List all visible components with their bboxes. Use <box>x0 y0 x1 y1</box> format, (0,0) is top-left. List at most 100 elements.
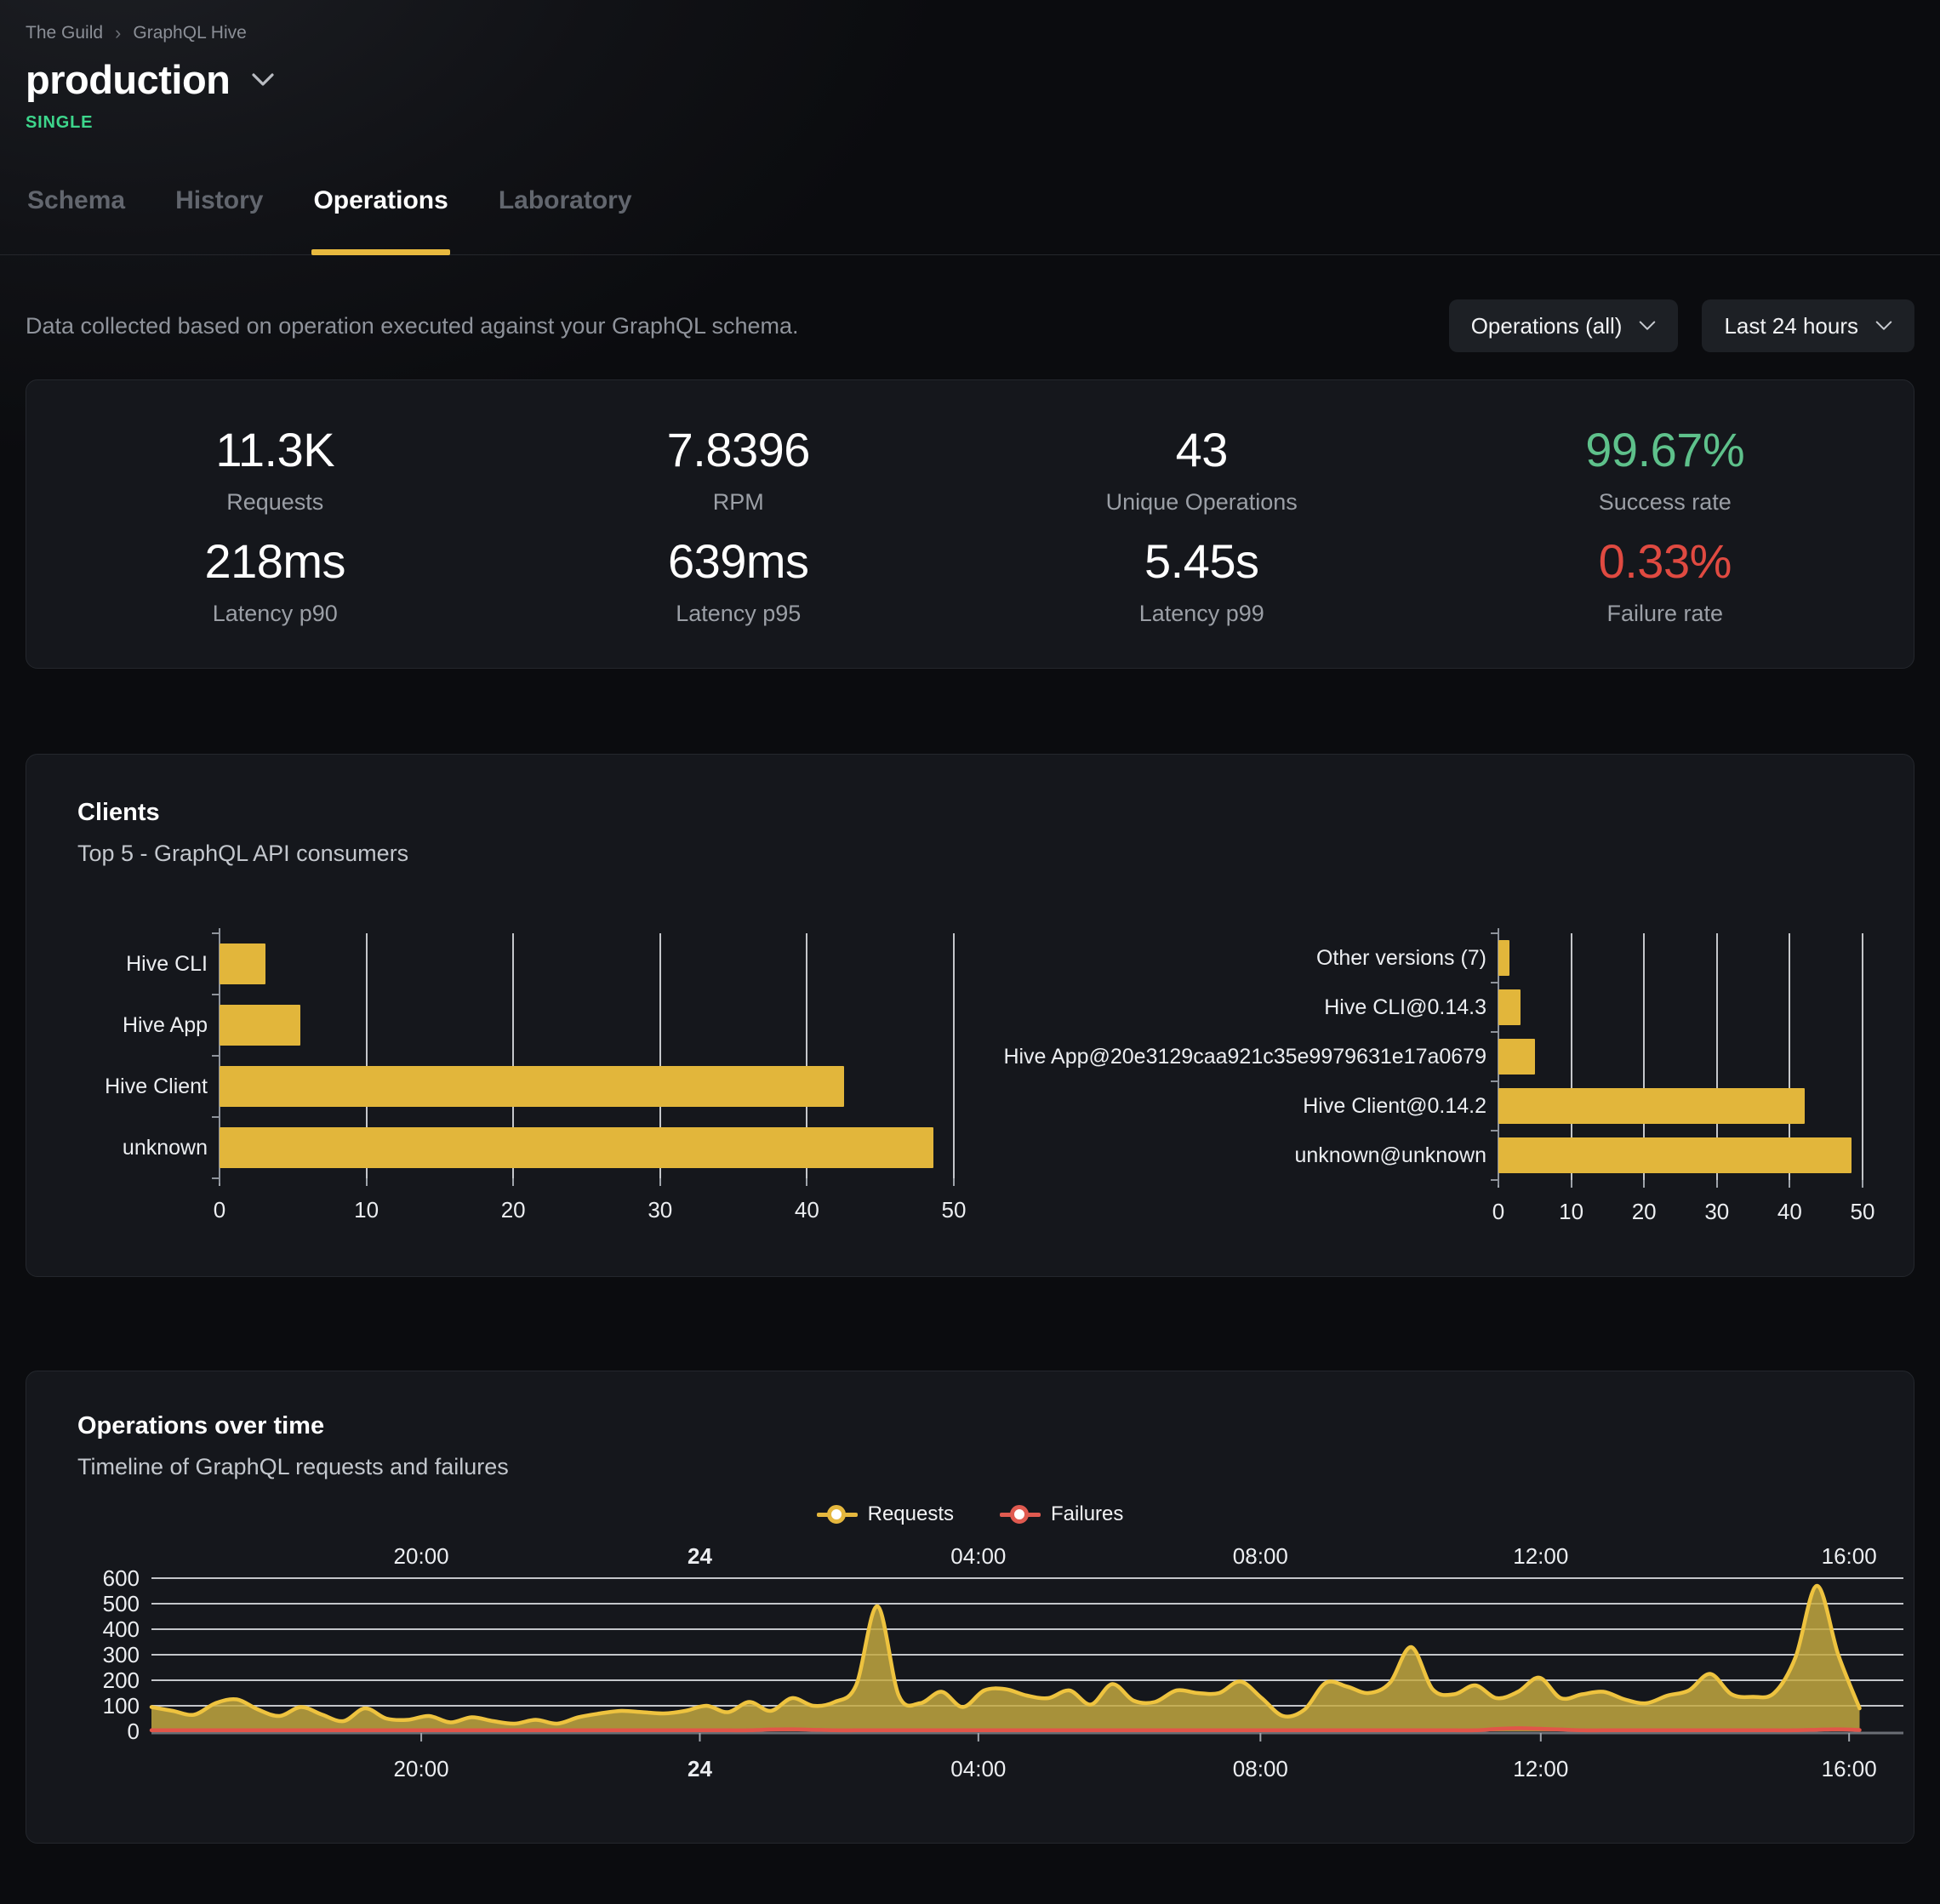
category-axis-tick <box>212 1055 219 1057</box>
x-axis-tick-label: 50 <box>1850 1199 1875 1224</box>
gridline <box>512 933 515 1178</box>
y-axis-tick-label: 400 <box>103 1616 140 1642</box>
x-axis-bottom-label: 24 <box>688 1756 712 1781</box>
stat-latency-p95: 639ms Latency p95 <box>507 524 971 636</box>
tab-bar: Schema History Operations Laboratory <box>0 180 1940 255</box>
x-axis-tick <box>806 1178 808 1186</box>
stat-label: RPM <box>712 488 764 515</box>
x-axis-tick <box>953 1178 955 1186</box>
x-axis-tick <box>1643 1180 1646 1188</box>
breadcrumb-separator-icon: › <box>115 22 122 43</box>
bar <box>1498 989 1521 1025</box>
ops-card-title: Operations over time <box>77 1412 325 1439</box>
clients-bar-chart-by-version: Other versions (7) Hive CLI@0.14.3 Hive Ap… <box>1003 928 1874 1228</box>
stat-label: Unique Operations <box>1105 488 1298 515</box>
requests-line <box>149 1583 1862 1726</box>
y-axis-tick-label: 0 <box>128 1719 140 1744</box>
category-axis-tick <box>212 932 219 934</box>
category-axis-tick <box>1491 1031 1498 1033</box>
stat-value: 218ms <box>204 533 346 588</box>
operations-timeseries-chart: 20:00 24 04:00 08:00 12:00 16:00 0 100 200 300 400… <box>26 1531 1914 1791</box>
stat-success-rate: 99.67% Success rate <box>1434 413 1897 524</box>
bar <box>220 1066 844 1107</box>
x-axis-tick <box>512 1178 515 1186</box>
bar-category-label: Hive App@20e3129caa921c35e9979631e17a067… <box>1003 1044 1486 1069</box>
x-axis-tick <box>1715 1180 1718 1188</box>
tab-label: Laboratory <box>498 186 632 214</box>
bar <box>1498 940 1509 976</box>
clients-bar-chart-by-name: Hive CLI Hive App Hive Client unknown 0 10 20 3… <box>77 928 966 1228</box>
stat-label: Latency p99 <box>1138 600 1264 626</box>
legend-item-requests[interactable]: Requests <box>816 1502 954 1526</box>
stat-label: Latency p95 <box>676 600 802 626</box>
stat-label: Success rate <box>1598 488 1732 515</box>
chevron-down-icon[interactable] <box>252 72 275 87</box>
category-axis-tick <box>1491 1080 1498 1082</box>
x-axis-tick <box>1789 1180 1791 1188</box>
bar-category-label: Hive CLI <box>126 951 208 976</box>
x-axis-tick-label: 20 <box>1631 1199 1657 1224</box>
clients-card-title: Clients <box>77 799 160 826</box>
page-title: production <box>26 57 231 102</box>
stat-value: 639ms <box>667 533 809 588</box>
x-axis-tick-label: 50 <box>941 1197 967 1223</box>
failures-line <box>149 1726 1862 1733</box>
bar-category-label: Hive Client <box>105 1074 208 1098</box>
operations-filter-dropdown[interactable]: Operations (all) <box>1448 299 1679 352</box>
x-axis-tick <box>365 1178 368 1186</box>
tab-history[interactable]: History <box>174 180 265 254</box>
bar <box>1498 1039 1535 1075</box>
clients-card-subtitle: Top 5 - GraphQL API consumers <box>77 841 409 866</box>
bar-category-label: Hive App <box>122 1012 208 1037</box>
bar <box>220 1127 933 1168</box>
timeseries-svg: 20:00 24 04:00 08:00 12:00 16:00 0100200300400… <box>103 1543 1903 1781</box>
stat-rpm: 7.8396 RPM <box>507 413 971 524</box>
tab-operations[interactable]: Operations <box>311 180 450 255</box>
bar <box>220 943 265 984</box>
stat-value: 11.3K <box>215 422 335 476</box>
gridline <box>659 933 661 1178</box>
x-axis-tick-label: 10 <box>354 1197 379 1223</box>
x-axis-top-label: 04:00 <box>950 1543 1006 1569</box>
x-axis-tick-label: 30 <box>648 1197 673 1223</box>
gridline <box>365 933 368 1178</box>
gridline <box>1715 933 1718 1180</box>
time-range-dropdown[interactable]: Last 24 hours <box>1702 299 1914 352</box>
page-header: The Guild › GraphQL Hive production SING… <box>0 0 1940 133</box>
tab-schema[interactable]: Schema <box>26 180 127 254</box>
x-axis-bottom-label: 12:00 <box>1513 1756 1568 1781</box>
x-axis-top-label: 12:00 <box>1513 1543 1568 1569</box>
x-axis-tick-label: 0 <box>1492 1199 1505 1224</box>
target-type-badge: SINGLE <box>26 113 94 132</box>
x-axis-bottom-label: 20:00 <box>394 1756 449 1781</box>
y-axis-tick-label: 600 <box>103 1565 140 1591</box>
stat-value: 5.45s <box>1144 533 1259 588</box>
x-axis-bottom-label: 16:00 <box>1822 1756 1877 1781</box>
x-axis-top-label: 24 <box>688 1543 712 1569</box>
x-axis-tick <box>1862 1180 1863 1188</box>
bar-category-label: Hive CLI@0.14.3 <box>1324 995 1486 1019</box>
x-axis-tick-label: 0 <box>213 1197 226 1223</box>
y-axis-tick-label: 500 <box>103 1591 140 1616</box>
stat-failure-rate: 0.33% Failure rate <box>1434 524 1897 636</box>
category-axis-tick <box>1491 1130 1498 1132</box>
category-axis-tick <box>212 1177 219 1179</box>
legend-item-failures[interactable]: Failures <box>1000 1502 1123 1526</box>
breadcrumb-org[interactable]: The Guild <box>26 23 104 43</box>
x-axis-bottom-label: 04:00 <box>950 1756 1006 1781</box>
gridline <box>1643 933 1646 1180</box>
category-axis-tick <box>1491 932 1498 934</box>
requests-area <box>151 1585 1860 1731</box>
breadcrumb-project[interactable]: GraphQL Hive <box>133 23 247 43</box>
x-axis-tick-label: 40 <box>1777 1199 1802 1224</box>
stat-label: Requests <box>226 488 324 515</box>
x-axis-tick <box>1570 1180 1572 1188</box>
x-axis-tick-label: 30 <box>1704 1199 1730 1224</box>
x-axis-tick <box>659 1178 661 1186</box>
gridline <box>806 933 808 1178</box>
y-axis-tick-label: 100 <box>103 1693 140 1719</box>
legend-label: Failures <box>1051 1502 1124 1525</box>
time-range-label: Last 24 hours <box>1724 312 1858 339</box>
bar <box>220 1005 300 1046</box>
tab-laboratory[interactable]: Laboratory <box>497 180 634 254</box>
